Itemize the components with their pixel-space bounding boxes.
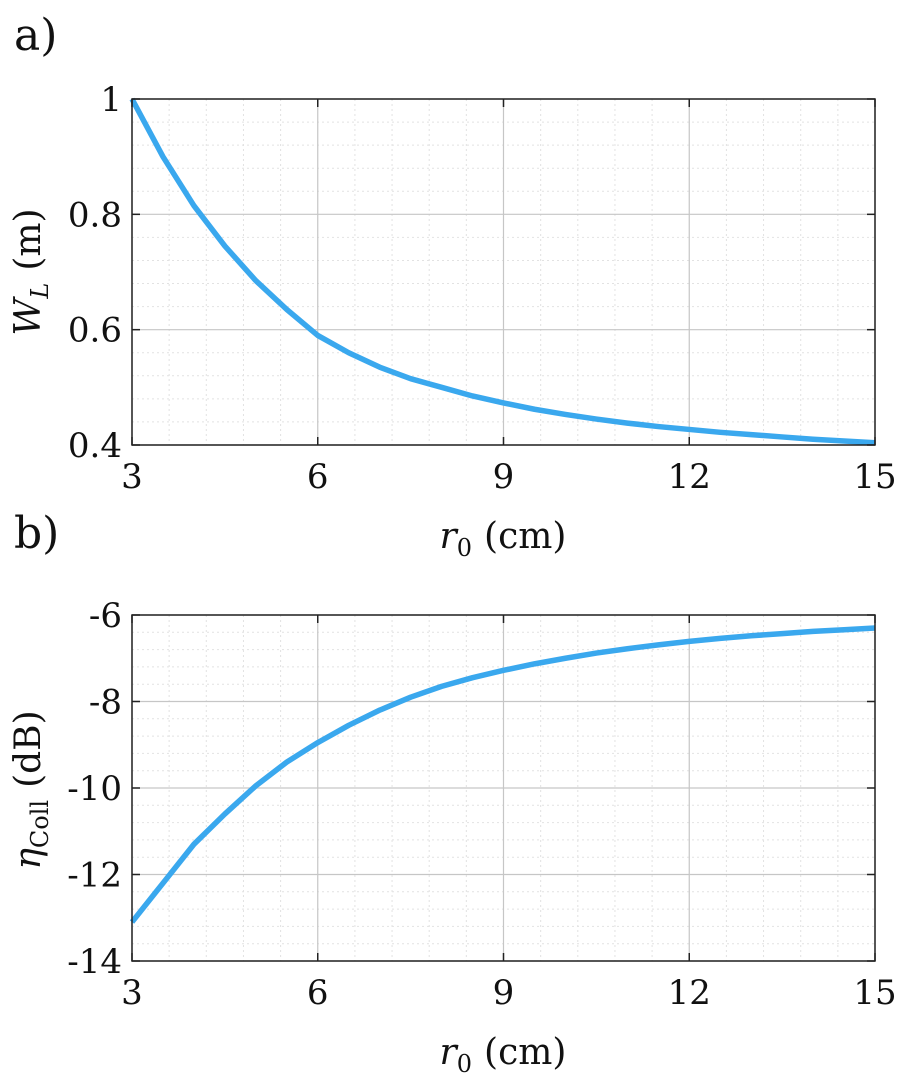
panel-b-xlabel-subscript: 0 [457, 1050, 472, 1078]
panel-a-label: a) [14, 10, 57, 61]
panel-a-plot-area [129, 97, 876, 446]
panel-a: a) 3 6 9 12 15 0.4 0.6 0.8 1 r0 (cm) WL (m) [8, 10, 897, 562]
panel-b-ytick-label: -6 [89, 596, 122, 636]
panel-a-ytick-label: 0.6 [68, 311, 122, 351]
panel-b-ylabel-subscript: Coll [26, 800, 54, 848]
panel-a-ytick-label: 1 [100, 80, 122, 120]
panel-a-series-line-0 [129, 97, 876, 446]
panel-a-xlabel: r0 (cm) [440, 516, 567, 562]
panel-a-ylabel-symbol: W [8, 296, 49, 336]
panel-b-xtick-label: 9 [493, 973, 515, 1013]
panel-b-series-line-0 [129, 625, 876, 924]
panel-b-ylabel: ηColl (dB) [8, 710, 54, 869]
panel-a-xlabel-unit: (cm) [484, 516, 566, 557]
panel-a-grid [131, 98, 876, 446]
panel-b-xlabel: r0 (cm) [440, 1032, 567, 1078]
panel-b-ylabel-symbol: η [8, 848, 49, 870]
panel-a-xtick-label: 3 [121, 457, 143, 497]
panel-b-ytick-label: -10 [67, 769, 122, 809]
panel-b-ytick-label: -12 [67, 856, 122, 896]
panel-a-xtick-label: 6 [307, 457, 329, 497]
panel-a-xlabel-symbol: r [440, 516, 459, 557]
panel-b-ylabel-unit: (dB) [8, 710, 49, 788]
panel-a-ylabel: WL (m) [8, 208, 54, 335]
panel-b-ytick-label: -14 [67, 942, 122, 982]
panel-b-label: b) [14, 508, 59, 559]
panel-a-ytick-label: 0.8 [68, 195, 122, 235]
panel-b-ticks: 3 6 9 12 15 -14 -12 -10 -8 -6 [67, 596, 896, 1013]
panel-b-xtick-label: 15 [853, 973, 896, 1013]
panel-b-plot-area [129, 625, 876, 924]
panel-b-ytick-label: -8 [89, 683, 122, 723]
panel-b-grid [131, 614, 876, 962]
panel-a-ylabel-subscript: L [26, 283, 54, 300]
panel-a-ytick-label: 0.4 [68, 426, 122, 466]
panel-b-xlabel-unit: (cm) [484, 1032, 566, 1073]
panel-b-xlabel-symbol: r [440, 1032, 459, 1073]
panel-b: b) 3 6 9 12 15-14-12-10-8-6 r0 (cm) ηColl(dB) [8, 508, 897, 1078]
panel-a-ticks: 3 6 9 12 15 0.4 0.6 0.8 1 [68, 80, 897, 497]
panel-a-xlabel-subscript: 0 [457, 534, 472, 562]
panel-a-xtick-label: 9 [493, 457, 515, 497]
panel-a-xtick-label: 12 [668, 457, 711, 497]
panel-b-xtick-label: 6 [307, 973, 329, 1013]
panel-a-xtick-label: 15 [853, 457, 896, 497]
panel-b-xtick-label: 3 [121, 973, 143, 1013]
panel-a-ylabel-unit: (m) [8, 208, 49, 270]
panel-b-xtick-label: 12 [668, 973, 711, 1013]
